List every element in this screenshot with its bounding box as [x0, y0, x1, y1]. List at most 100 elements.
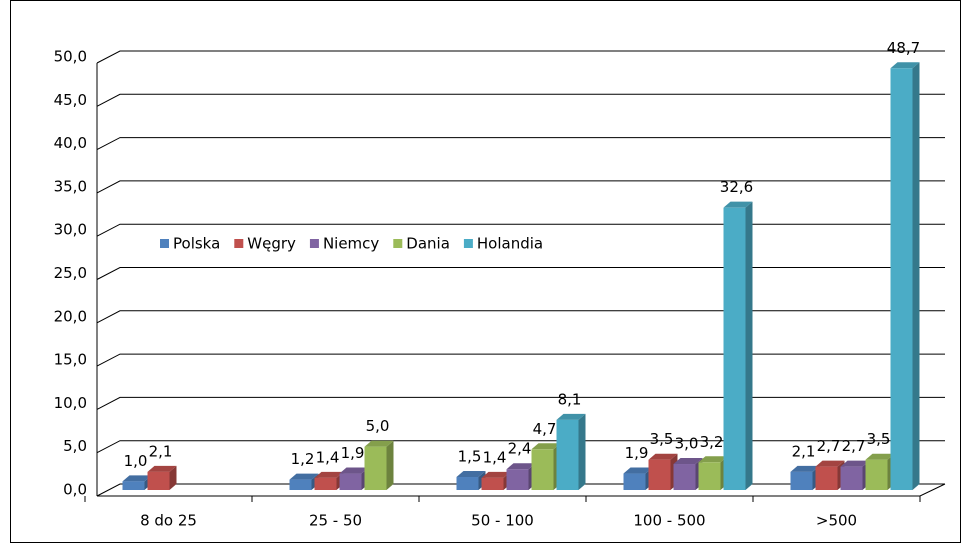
bar [840, 466, 863, 490]
data-label: 2,7 [842, 437, 866, 455]
grid-line [96, 180, 945, 194]
bar [506, 469, 529, 490]
data-label: 32,6 [720, 178, 753, 196]
bar-side [912, 62, 920, 491]
y-tick-label: 0,0 [63, 481, 87, 499]
data-label: 5,0 [366, 417, 390, 435]
bar [723, 207, 746, 490]
bar [890, 68, 913, 491]
data-label: 1,0 [124, 452, 148, 470]
data-label: 3,5 [650, 430, 674, 448]
y-tick-label: 30,0 [54, 221, 87, 239]
data-label: 4,7 [533, 420, 557, 438]
legend-label: Dania [406, 235, 450, 253]
bar [339, 473, 362, 490]
bar [364, 446, 387, 490]
bar-top [556, 413, 586, 420]
x-tick-label: 50 - 100 [471, 512, 534, 530]
bar-top [673, 458, 703, 465]
data-label: 3,5 [867, 430, 891, 448]
grid-line [96, 93, 945, 107]
bar-top [456, 471, 486, 478]
bar [698, 462, 721, 490]
bar [623, 473, 646, 490]
legend-label: Polska [173, 235, 220, 253]
grid-line [96, 223, 945, 237]
y-tick-label: 25,0 [54, 264, 87, 282]
bar [556, 419, 579, 490]
grid-line [96, 440, 945, 454]
y-tick-label: 50,0 [54, 48, 87, 66]
bar-top [723, 201, 753, 208]
legend-swatch [234, 239, 244, 248]
x-tick-label: 25 - 50 [309, 512, 362, 530]
bar-top [289, 473, 319, 480]
bar-top [339, 467, 369, 474]
bar-top [623, 467, 653, 474]
y-tick-label: 5,0 [63, 437, 87, 455]
legend-swatch [393, 239, 403, 248]
legend-label: Holandia [477, 235, 543, 253]
bar-side [386, 440, 394, 490]
bar-top [815, 460, 845, 467]
grid-line [96, 396, 945, 410]
legend-label: Węgry [247, 235, 296, 253]
x-tick-label: 100 - 500 [633, 512, 705, 530]
grid-line [96, 50, 945, 64]
bar-top [364, 440, 394, 447]
bar [456, 477, 479, 490]
legend-swatch [309, 239, 319, 248]
bar [815, 466, 838, 490]
bar [865, 459, 888, 490]
data-label: 3,2 [700, 433, 724, 451]
y-tick-label: 35,0 [54, 177, 87, 195]
bar [289, 479, 312, 490]
bar [673, 464, 696, 490]
bar [481, 477, 504, 490]
bar-top [147, 465, 177, 472]
bar [790, 471, 813, 490]
grid-line [96, 267, 945, 280]
grid-line [96, 310, 945, 324]
bar-side [745, 201, 753, 490]
data-label: 1,4 [483, 448, 507, 466]
data-label: 2,4 [508, 440, 532, 458]
bar-top [698, 456, 728, 463]
bar-top [790, 465, 820, 472]
data-label: 1,9 [625, 444, 649, 462]
bar [648, 459, 671, 490]
data-label: 1,5 [458, 448, 482, 466]
bar-top [865, 453, 895, 460]
data-label: 1,4 [316, 448, 340, 466]
bar-top [531, 443, 561, 450]
bar-top [122, 475, 152, 482]
legend-swatch [160, 239, 169, 248]
bar-top [314, 471, 344, 478]
bar-top [890, 62, 920, 69]
data-label: 2,7 [817, 437, 841, 455]
y-tick-label: 40,0 [54, 134, 87, 152]
data-label: 2,1 [149, 442, 173, 460]
bar [147, 471, 170, 490]
bar-side [578, 413, 586, 490]
data-label: 3,0 [675, 435, 699, 453]
data-label: 48,7 [887, 39, 920, 57]
legend-label: Niemcy [323, 235, 379, 253]
grid-line [96, 137, 945, 151]
x-tick-label: >500 [816, 512, 857, 530]
grid-line [96, 353, 945, 367]
y-tick-label: 10,0 [54, 394, 87, 412]
bar-top [648, 453, 678, 460]
x-tick-label: 8 do 25 [140, 512, 197, 530]
bar-top [481, 471, 511, 478]
data-label: 1,9 [341, 444, 365, 462]
bar-top [506, 463, 536, 470]
bar-top [840, 460, 870, 467]
data-label: 1,2 [291, 450, 315, 468]
data-label: 2,1 [792, 442, 816, 460]
y-tick-label: 15,0 [54, 351, 87, 369]
y-tick-label: 20,0 [54, 307, 87, 325]
bar [122, 481, 145, 490]
data-label: 8,1 [558, 390, 582, 408]
